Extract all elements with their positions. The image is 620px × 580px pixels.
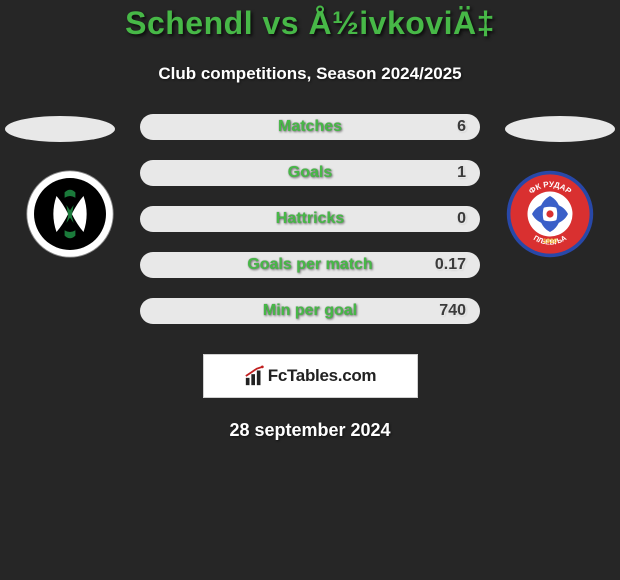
- stats-area: ФК РУДАР ПЉЕВЉА 1920 Matches 6 Goals 1 H…: [0, 114, 620, 344]
- club-badge-right: ФК РУДАР ПЉЕВЉА 1920: [505, 169, 595, 259]
- subtitle: Club competitions, Season 2024/2025: [0, 64, 620, 84]
- player-oval-left: [5, 116, 115, 142]
- stat-label: Matches: [278, 118, 342, 136]
- page-title: Schendl vs Å½ivkoviÄ‡: [0, 5, 620, 42]
- stat-row-min-per-goal: Min per goal 740: [140, 298, 480, 324]
- branding-text: FcTables.com: [268, 366, 377, 386]
- club-logo-right-icon: ФК РУДАР ПЉЕВЉА 1920: [505, 169, 595, 259]
- svg-text:1920: 1920: [543, 238, 558, 245]
- bar-chart-icon: [244, 365, 266, 387]
- stat-label: Goals per match: [247, 256, 372, 274]
- date-label: 28 september 2024: [0, 420, 620, 441]
- stat-value: 6: [457, 118, 466, 136]
- stat-row-hattricks: Hattricks 0: [140, 206, 480, 232]
- branding-box[interactable]: FcTables.com: [203, 354, 418, 398]
- stat-value: 740: [439, 302, 466, 320]
- branding-logo: FcTables.com: [244, 365, 377, 387]
- stat-label: Goals: [288, 164, 332, 182]
- club-badge-left: [25, 169, 115, 259]
- stat-row-goals-per-match: Goals per match 0.17: [140, 252, 480, 278]
- player-oval-right: [505, 116, 615, 142]
- stat-value: 1: [457, 164, 466, 182]
- stat-label: Hattricks: [276, 210, 344, 228]
- stat-row-matches: Matches 6: [140, 114, 480, 140]
- h2h-link[interactable]: Schendl vs Å½ivkoviÄ‡: [0, 5, 620, 42]
- stat-rows: Matches 6 Goals 1 Hattricks 0 Goals per …: [140, 114, 480, 324]
- stat-row-goals: Goals 1: [140, 160, 480, 186]
- stat-value: 0.17: [435, 256, 466, 274]
- stat-label: Min per goal: [263, 302, 357, 320]
- stat-value: 0: [457, 210, 466, 228]
- widget-container: Schendl vs Å½ivkoviÄ‡ Club competitions,…: [0, 0, 620, 441]
- club-logo-left-icon: [25, 169, 115, 259]
